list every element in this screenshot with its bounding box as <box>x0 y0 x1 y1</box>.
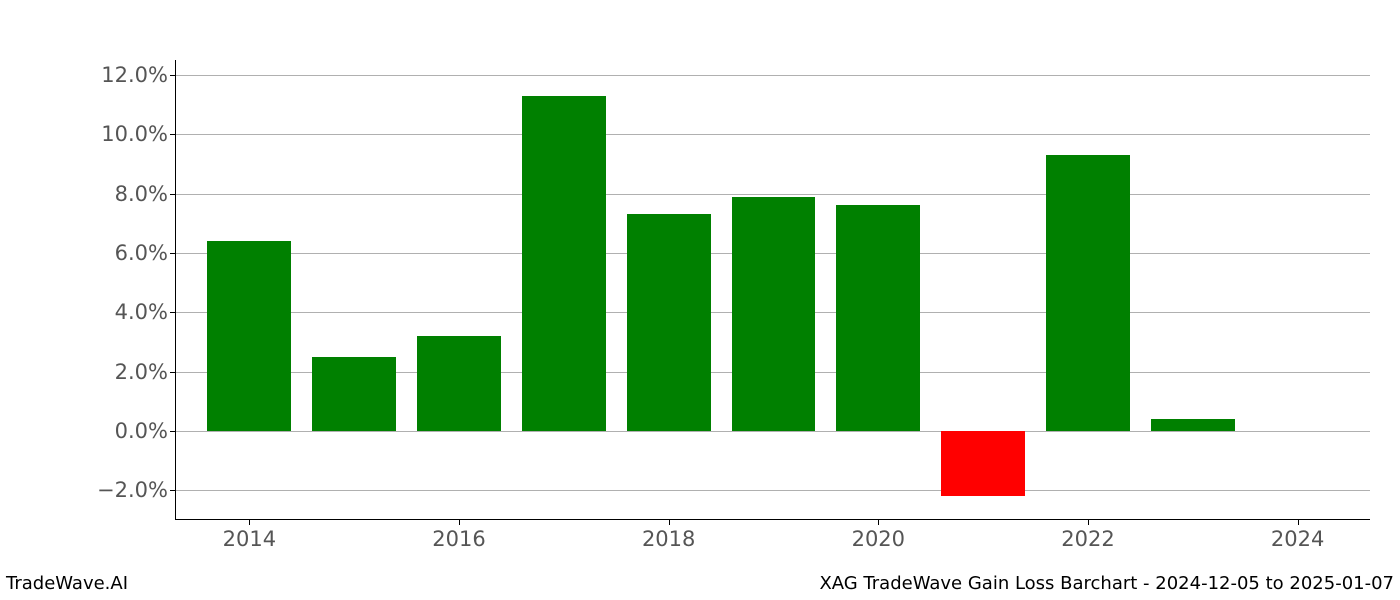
xtick-label: 2020 <box>852 519 905 551</box>
xtick-label: 2014 <box>223 519 276 551</box>
gridline <box>176 490 1370 491</box>
ytick-label: 6.0% <box>115 241 176 265</box>
plot-area: −2.0%0.0%2.0%4.0%6.0%8.0%10.0%12.0%20142… <box>175 60 1370 520</box>
ytick-label: 2.0% <box>115 360 176 384</box>
bar <box>836 205 920 431</box>
ytick-label: 0.0% <box>115 419 176 443</box>
footer-left-text: TradeWave.AI <box>6 573 128 594</box>
xtick-label: 2024 <box>1271 519 1324 551</box>
gridline <box>176 431 1370 432</box>
bar <box>627 214 711 431</box>
ytick-label: −2.0% <box>97 478 176 502</box>
ytick-label: 8.0% <box>115 182 176 206</box>
xtick-label: 2022 <box>1061 519 1114 551</box>
chart-figure: −2.0% 0.0% 2.0% 4.0% 6.0% 8.0% 10.0% 12.0% 2014 2… <box>0 0 1400 600</box>
xtick-label: 2018 <box>642 519 695 551</box>
bar <box>1046 155 1130 431</box>
gridline <box>176 194 1370 195</box>
bar <box>207 241 291 431</box>
ytick-label: 10.0% <box>101 122 176 146</box>
bar <box>312 357 396 431</box>
bar <box>732 197 816 431</box>
bar <box>1151 419 1235 431</box>
bar <box>941 431 1025 496</box>
gridline <box>176 134 1370 135</box>
bar <box>417 336 501 431</box>
footer-right-text: XAG TradeWave Gain Loss Barchart - 2024-… <box>819 573 1394 594</box>
gridline <box>176 75 1370 76</box>
ytick-label: 4.0% <box>115 300 176 324</box>
ytick-label: 12.0% <box>101 63 176 87</box>
bar <box>522 96 606 431</box>
xtick-label: 2016 <box>432 519 485 551</box>
